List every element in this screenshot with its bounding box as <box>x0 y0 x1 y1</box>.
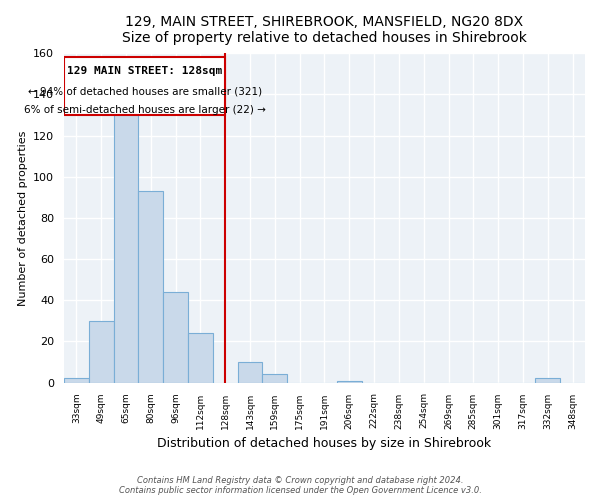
Text: 129 MAIN STREET: 128sqm: 129 MAIN STREET: 128sqm <box>67 66 222 76</box>
Text: Contains HM Land Registry data © Crown copyright and database right 2024.
Contai: Contains HM Land Registry data © Crown c… <box>119 476 481 495</box>
Bar <box>535 378 560 382</box>
Bar <box>113 111 139 382</box>
X-axis label: Distribution of detached houses by size in Shirebrook: Distribution of detached houses by size … <box>157 437 491 450</box>
Y-axis label: Number of detached properties: Number of detached properties <box>17 130 28 306</box>
Text: 6% of semi-detached houses are larger (22) →: 6% of semi-detached houses are larger (2… <box>23 105 266 115</box>
Text: ← 94% of detached houses are smaller (321): ← 94% of detached houses are smaller (32… <box>28 86 262 96</box>
Bar <box>163 292 188 382</box>
Bar <box>262 374 287 382</box>
Bar <box>64 378 89 382</box>
Bar <box>188 333 213 382</box>
Bar <box>139 191 163 382</box>
Bar <box>238 362 262 382</box>
Bar <box>337 380 362 382</box>
FancyBboxPatch shape <box>64 58 225 115</box>
Title: 129, MAIN STREET, SHIREBROOK, MANSFIELD, NG20 8DX
Size of property relative to d: 129, MAIN STREET, SHIREBROOK, MANSFIELD,… <box>122 15 527 45</box>
Bar <box>89 321 113 382</box>
